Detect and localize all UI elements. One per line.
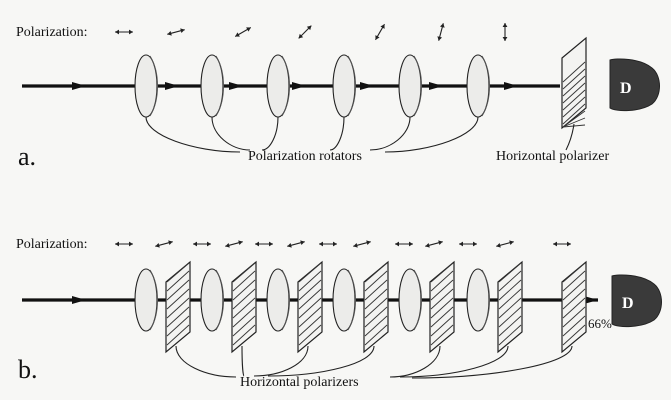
panel-b-polarization-arrow [287,240,305,248]
panel-a-detector: D [609,58,660,112]
panel-a-polarization-arrow [375,23,385,41]
panel-b-polarization-arrow [425,240,443,248]
panel-b-polarizer-leader [175,345,237,378]
panel-a-rotator-leader [145,116,241,153]
panel-a-rotator-leader [211,116,251,151]
panel-a-beam-arrowhead [360,82,374,90]
panel-b-polarizer-leader [389,345,441,378]
panel-a-polarization-arrow [298,25,312,39]
panel-b-beam-arrowhead [72,296,86,304]
panel-b-horizontal-polarizer [231,260,257,354]
panel-a-leader-lines [145,116,479,153]
panel-b-polarization-arrow [255,241,273,247]
panel-a-beam-arrowhead [429,82,443,90]
panel-b-horizontal-polarizer [561,260,587,354]
panel-b-horizontal-polarizer [363,260,389,354]
panel-b-horizontal-polarizer [297,260,323,354]
panel-b-optical-elements [134,260,587,354]
panel-b-rotator [332,268,356,332]
panel-b-polarizer-leader [399,345,509,378]
panel-b-detector: D [611,274,662,328]
panel-a-rotator [332,54,356,118]
panel-a-polarization-label: Polarization: [16,25,88,40]
panel-a-rotator [266,54,290,118]
panel-a-rotator-leader [329,116,345,151]
panel-b-polarization-arrow [496,240,514,248]
panel-a-detector-label: D [620,80,632,97]
panel-a-polarizer-caption: Horizontal polarizer [496,149,609,164]
panel-b-leader-lines [175,345,573,379]
panel-a-rotator-leader [384,116,479,153]
panel-b-polarization-arrow [193,241,211,247]
panel-b-polarizer-leader [241,345,245,377]
panel-a-polarization-rotators [134,54,490,118]
panel-a-beam-arrowhead [292,82,306,90]
panel-b: Polarization: D 66% Horizontal polarizer… [16,237,662,390]
panel-a-polarization-arrows [115,23,508,41]
panel-b-polarizers-caption: Horizontal polarizers [240,375,359,390]
panel-a-polarization-arrow [167,28,185,36]
panel-b-beam-arrowhead [584,296,598,304]
panel-b-polarization-arrow [155,240,173,248]
panel-b-polarization-label: Polarization: [16,237,88,252]
panel-a-beam-arrowhead [229,82,243,90]
panel-b-rotator [466,268,490,332]
panel-b-transmission: 66% [588,316,612,331]
panel-a: Polarization: D Polarization rotators Ho… [16,23,660,171]
panel-b-polarizer-leader [253,345,309,377]
panel-a-label: a. [18,142,36,171]
panel-b-rotator [266,268,290,332]
panel-b-detector-label: D [622,295,634,312]
panel-a-polarization-arrow [502,23,508,41]
panel-a-rotator [134,54,158,118]
panel-b-polarization-arrow [395,241,413,247]
panel-a-rotator [200,54,224,118]
panel-b-rotator [134,268,158,332]
panel-a-polarization-arrow [115,29,133,35]
panel-b-polarizer-leader [267,345,375,377]
panel-a-rotator [398,54,422,118]
panel-b-polarization-arrow [353,240,371,248]
panel-b-polarizer-leader [411,345,573,379]
panel-a-beam-arrowhead [72,82,86,90]
panel-b-polarization-arrows [115,240,571,248]
panel-a-beam-arrows [72,82,518,90]
panel-b-polarization-arrow [319,241,337,247]
panel-a-rotator-leader [369,116,411,151]
panel-a-beam-arrowhead [165,82,179,90]
panel-b-label: b. [18,355,38,384]
panel-b-horizontal-polarizer [165,260,191,354]
panel-b-polarization-arrow [115,241,133,247]
panel-b-rotator [398,268,422,332]
panel-b-polarization-arrow [459,241,477,247]
panel-b-rotator [200,268,224,332]
panel-a-horizontal-polarizer [561,36,587,130]
panel-a-rotators-caption: Polarization rotators [248,149,362,164]
panel-a-polarizer-leader [565,123,575,151]
panel-b-horizontal-polarizer [429,260,455,354]
panel-b-horizontal-polarizer [497,260,523,354]
panel-a-polarization-arrow [437,23,445,41]
panel-b-polarization-arrow [225,240,243,248]
panel-a-rotator [466,54,490,118]
panel-a-rotator-leader [261,116,279,151]
panel-a-polarization-arrow [234,27,252,37]
panel-a-beam-arrowhead [504,82,518,90]
panel-b-polarization-arrow [553,241,571,247]
